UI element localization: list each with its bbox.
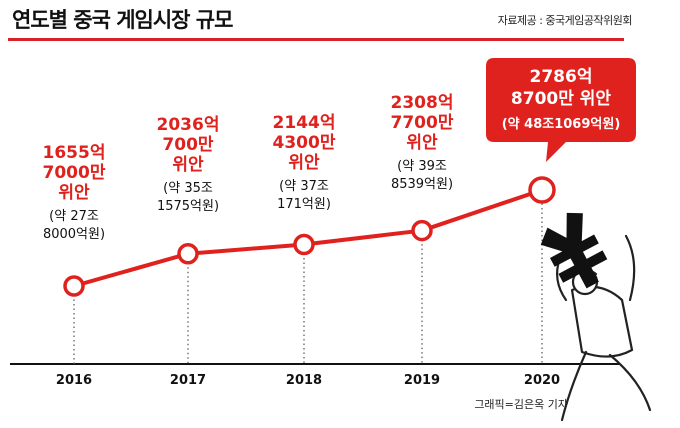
callout-bubble [486, 58, 636, 162]
graphic-credit: 그래픽=김은옥 기자 [474, 398, 568, 411]
data-label-krw: 171억원) [277, 197, 331, 212]
data-label-value: 2308억 [391, 93, 454, 113]
data-point [528, 176, 556, 204]
data-label-value: 2036억 [157, 115, 220, 135]
data-label-value: 2144억 [273, 113, 336, 133]
page-title: 연도별 중국 게임시장 규모 [12, 8, 233, 32]
data-label-krw: 1575억원) [157, 199, 219, 214]
data-label-krw: 8539억원) [391, 177, 453, 192]
title-underline [8, 38, 624, 41]
x-tick-label: 2020 [524, 373, 560, 388]
data-label-value: 위안 [172, 155, 204, 175]
source-note: 자료제공 : 중국게임공작위원회 [497, 14, 633, 27]
data-label-krw: (약 37조 [279, 179, 329, 194]
man-holding-yuan-sign-illustration [540, 212, 652, 422]
data-label-value: 위안 [288, 153, 320, 173]
data-label-krw: (약 27조 [49, 209, 99, 224]
data-point [293, 233, 315, 256]
callout-value: 2786억 [530, 67, 593, 87]
data-label-value: 7700만 [391, 113, 454, 133]
data-label-value: 4300만 [273, 133, 336, 153]
data-label-value: 7000만 [43, 163, 106, 183]
x-tick-label: 2019 [404, 373, 440, 388]
data-point [63, 275, 85, 297]
callout-krw: (약 48조1069억원) [502, 116, 621, 132]
data-point [411, 219, 433, 242]
data-label-krw: 8000억원) [43, 227, 105, 242]
data-label-value: 1655억 [43, 143, 106, 163]
x-tick-label: 2016 [56, 373, 92, 388]
data-point [177, 242, 199, 265]
data-label-value: 위안 [58, 183, 90, 203]
data-label-krw: (약 35조 [163, 181, 213, 196]
data-label-value: 700만 [162, 135, 213, 155]
data-label-krw: (약 39조 [397, 159, 447, 174]
x-tick-label: 2017 [170, 373, 206, 388]
data-label-value: 위안 [406, 133, 438, 153]
x-tick-label: 2018 [286, 373, 322, 388]
callout-value: 8700만 위안 [511, 89, 612, 109]
